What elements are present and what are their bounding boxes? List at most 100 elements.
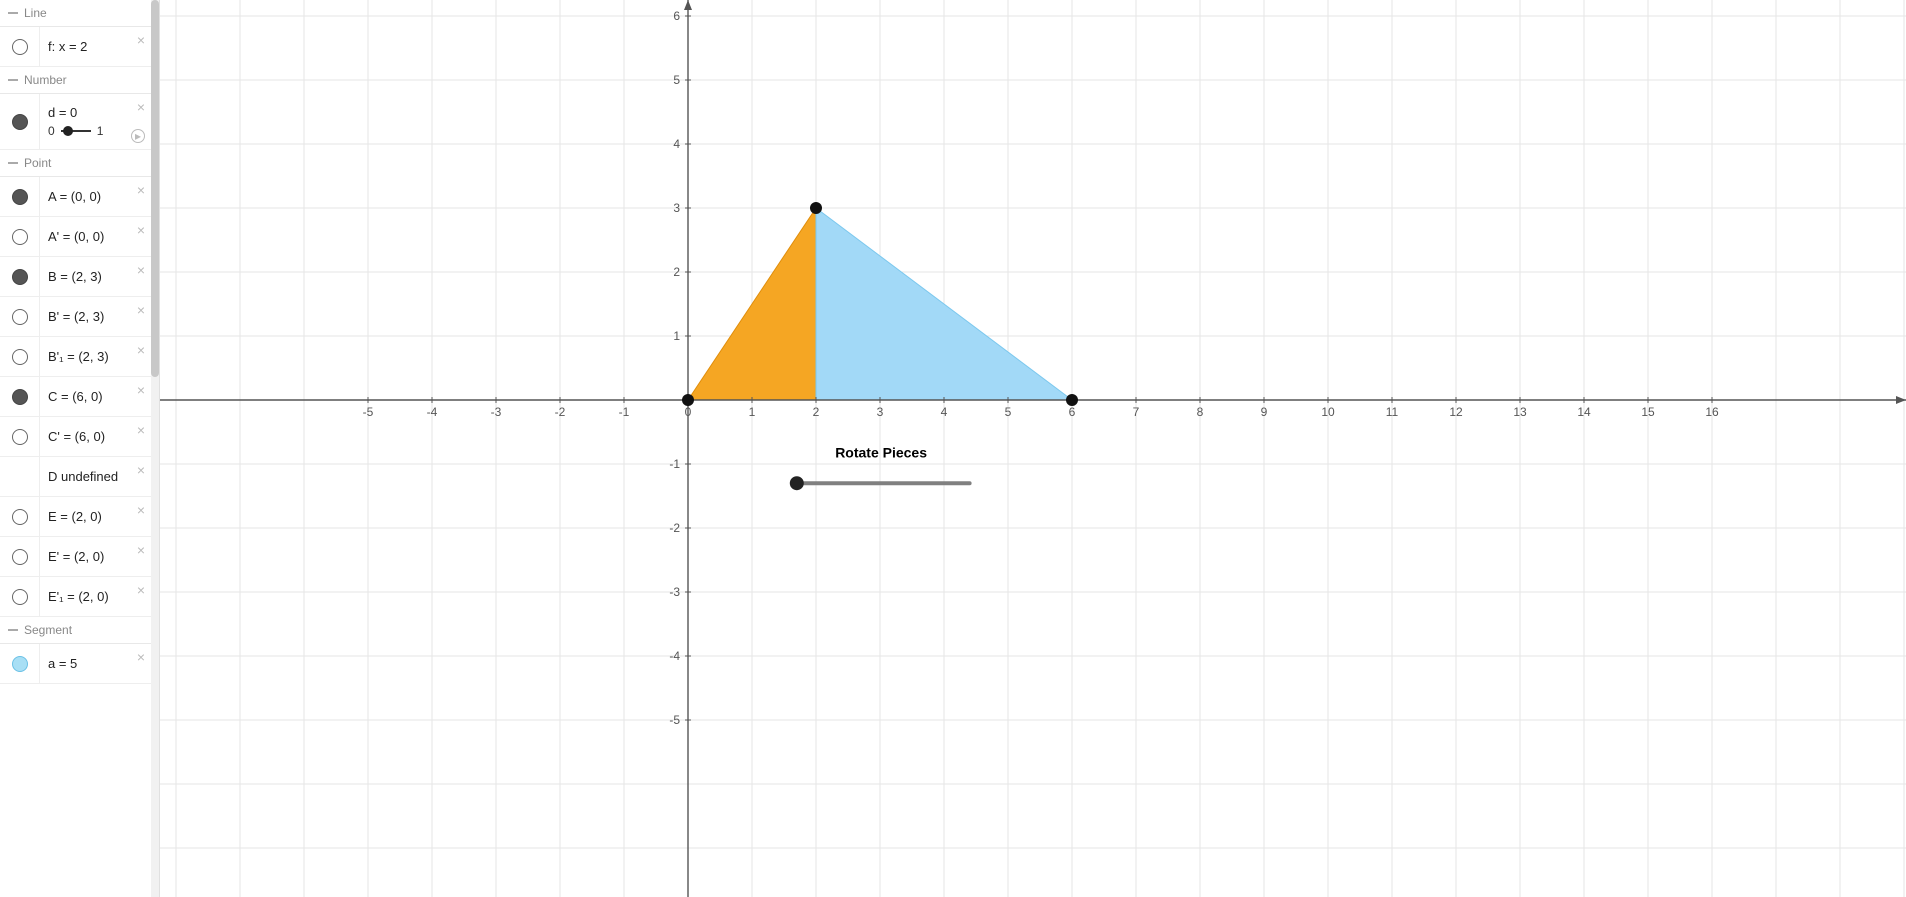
close-icon[interactable]: × (137, 463, 145, 477)
object-row-point-Aprime[interactable]: A' = (0, 0) × (0, 217, 151, 257)
play-icon[interactable]: ▸ (131, 129, 145, 143)
object-row-segment-a[interactable]: a = 5 × (0, 644, 151, 684)
object-label: a = 5 (48, 656, 143, 671)
object-label: A' = (0, 0) (48, 229, 143, 244)
close-icon[interactable]: × (137, 383, 145, 397)
object-row-point-B[interactable]: B = (2, 3) × (0, 257, 151, 297)
object-label: E = (2, 0) (48, 509, 143, 524)
rotate-slider-caption: Rotate Pieces (835, 445, 927, 461)
object-label: D undefined (48, 469, 143, 484)
close-icon[interactable]: × (137, 263, 145, 277)
section-title: Segment (24, 623, 72, 637)
object-label: E' = (2, 0) (48, 549, 143, 564)
x-tick-label: 10 (1321, 405, 1335, 419)
y-tick-label: 2 (673, 265, 680, 279)
sidebar-scrollbar-track[interactable] (151, 0, 159, 897)
close-icon[interactable]: × (137, 33, 145, 47)
visibility-toggle[interactable] (0, 377, 40, 416)
point-C[interactable] (1066, 394, 1078, 406)
y-tick-label: 3 (673, 201, 680, 215)
object-row-line-f[interactable]: f: x = 2 × (0, 27, 151, 67)
visibility-toggle[interactable] (0, 497, 40, 536)
rotate-slider-thumb[interactable] (790, 476, 804, 490)
close-icon[interactable]: × (137, 650, 145, 664)
object-row-number-d[interactable]: d = 0 0 1 × ▸ (0, 94, 151, 150)
object-label: A = (0, 0) (48, 189, 143, 204)
close-icon[interactable]: × (137, 303, 145, 317)
object-label: E'₁ = (2, 0) (48, 589, 143, 604)
sidebar-scrollbar-thumb[interactable] (151, 0, 159, 377)
close-icon[interactable]: × (137, 503, 145, 517)
x-tick-label: 12 (1449, 405, 1463, 419)
y-tick-label: -5 (669, 713, 680, 727)
collapse-icon (8, 629, 18, 631)
x-tick-label: 15 (1641, 405, 1655, 419)
algebra-panel-inner: Line f: x = 2 × Number d = 0 0 (0, 0, 151, 897)
mini-slider[interactable]: 0 1 (48, 124, 143, 138)
close-icon[interactable]: × (137, 343, 145, 357)
object-label: f: x = 2 (48, 39, 143, 54)
section-header-number[interactable]: Number (0, 67, 151, 94)
object-row-point-C[interactable]: C = (6, 0) × (0, 377, 151, 417)
x-tick-label: 9 (1261, 405, 1268, 419)
mini-slider-track[interactable] (61, 130, 91, 132)
visibility-toggle[interactable] (0, 337, 40, 376)
visibility-toggle[interactable] (0, 27, 40, 66)
visibility-toggle[interactable] (0, 297, 40, 336)
visibility-toggle[interactable] (0, 217, 40, 256)
x-tick-label: 0 (685, 405, 692, 419)
object-row-point-Bprime[interactable]: B' = (2, 3) × (0, 297, 151, 337)
x-tick-label: 16 (1705, 405, 1719, 419)
object-label: C = (6, 0) (48, 389, 143, 404)
visibility-toggle[interactable] (0, 537, 40, 576)
visibility-toggle[interactable] (0, 577, 40, 616)
section-title: Line (24, 6, 47, 20)
visibility-toggle[interactable] (0, 417, 40, 456)
x-tick-label: 5 (1005, 405, 1012, 419)
object-row-point-Eprime1[interactable]: E'₁ = (2, 0) × (0, 577, 151, 617)
object-label: C' = (6, 0) (48, 429, 143, 444)
section-header-segment[interactable]: Segment (0, 617, 151, 644)
x-tick-label: 4 (941, 405, 948, 419)
x-tick-label: 2 (813, 405, 820, 419)
y-tick-label: 6 (673, 9, 680, 23)
close-icon[interactable]: × (137, 223, 145, 237)
close-icon[interactable]: × (137, 100, 145, 114)
close-icon[interactable]: × (137, 423, 145, 437)
point-B[interactable] (810, 202, 822, 214)
algebra-panel: Line f: x = 2 × Number d = 0 0 (0, 0, 160, 897)
object-row-point-D[interactable]: D undefined × (0, 457, 151, 497)
object-row-point-Cprime[interactable]: C' = (6, 0) × (0, 417, 151, 457)
visibility-toggle[interactable] (0, 644, 40, 683)
point-A[interactable] (682, 394, 694, 406)
object-row-point-A[interactable]: A = (0, 0) × (0, 177, 151, 217)
x-tick-label: -5 (363, 405, 374, 419)
object-label: B' = (2, 3) (48, 309, 143, 324)
visibility-toggle[interactable] (0, 94, 40, 149)
y-tick-label: -2 (669, 521, 680, 535)
section-header-point[interactable]: Point (0, 150, 151, 177)
x-tick-label: -1 (619, 405, 630, 419)
y-tick-label: 4 (673, 137, 680, 151)
visibility-toggle[interactable] (0, 257, 40, 296)
x-tick-label: 6 (1069, 405, 1076, 419)
y-tick-label: -1 (669, 457, 680, 471)
x-tick-label: 11 (1386, 405, 1399, 419)
object-row-point-Eprime[interactable]: E' = (2, 0) × (0, 537, 151, 577)
object-row-point-Bprime1[interactable]: B'₁ = (2, 3) × (0, 337, 151, 377)
x-tick-label: 3 (877, 405, 884, 419)
visibility-toggle[interactable] (0, 177, 40, 216)
object-label: B = (2, 3) (48, 269, 143, 284)
y-tick-label: -3 (669, 585, 680, 599)
graphics-view[interactable]: -5-4-3-2-1012345678910111213141516-5-4-3… (160, 0, 1906, 897)
object-row-point-E[interactable]: E = (2, 0) × (0, 497, 151, 537)
x-tick-label: 14 (1577, 405, 1591, 419)
visibility-toggle[interactable] (0, 457, 40, 496)
collapse-icon (8, 162, 18, 164)
mini-slider-thumb[interactable] (63, 126, 73, 136)
close-icon[interactable]: × (137, 543, 145, 557)
section-header-line[interactable]: Line (0, 0, 151, 27)
close-icon[interactable]: × (137, 583, 145, 597)
x-tick-label: 1 (749, 405, 756, 419)
close-icon[interactable]: × (137, 183, 145, 197)
